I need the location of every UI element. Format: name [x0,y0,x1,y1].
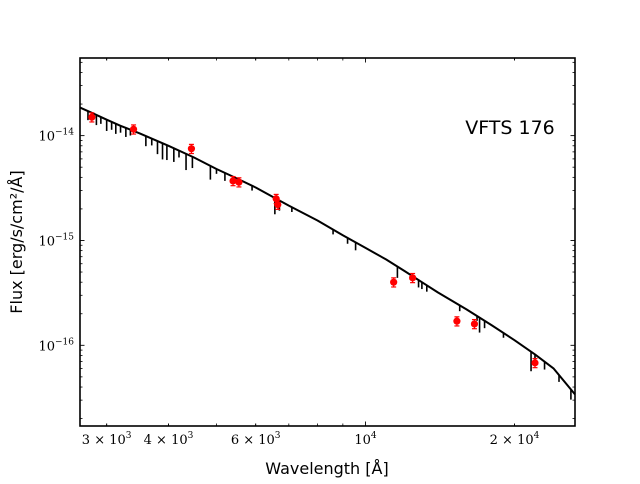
photometry-point [470,320,479,328]
y-tick-labels: 10−14 10−15 10−16 [38,128,74,355]
model-sed-line [79,106,576,396]
minor-ticks [80,58,575,426]
y-tick-label: 10−16 [38,337,74,354]
x-tick-label: 3 × 103 [82,431,132,448]
photometry-point [453,317,461,325]
photometry-point [390,278,398,286]
y-axis-label: Flux [erg/s/cm²/Å] [7,170,26,313]
x-axis-label: Wavelength [Å] [265,459,388,478]
photometry-point [187,145,196,153]
star-name-annotation: VFTS 176 [465,117,555,139]
photometry-point [235,178,243,186]
major-ticks [80,58,575,426]
plot-area [79,106,576,400]
x-tick-label: 6 × 103 [231,431,281,448]
photometry-point [274,200,282,209]
x-tick-label: 2 × 104 [490,431,540,448]
y-tick-label: 10−15 [38,232,74,249]
photometry-point [129,125,138,133]
y-tick-label: 10−14 [38,128,74,145]
x-tick-labels: 3 × 103 4 × 103 6 × 103 104 2 × 104 [82,431,540,448]
x-tick-label: 4 × 103 [144,431,194,448]
x-tick-label: 104 [354,431,377,448]
photometry-point [531,359,539,367]
axes-frame [79,57,576,427]
photometry-points [88,112,539,369]
photometry-point [409,274,417,282]
photometry-point [88,113,96,121]
photometry-point [229,177,237,185]
absorption-lines [87,111,572,400]
